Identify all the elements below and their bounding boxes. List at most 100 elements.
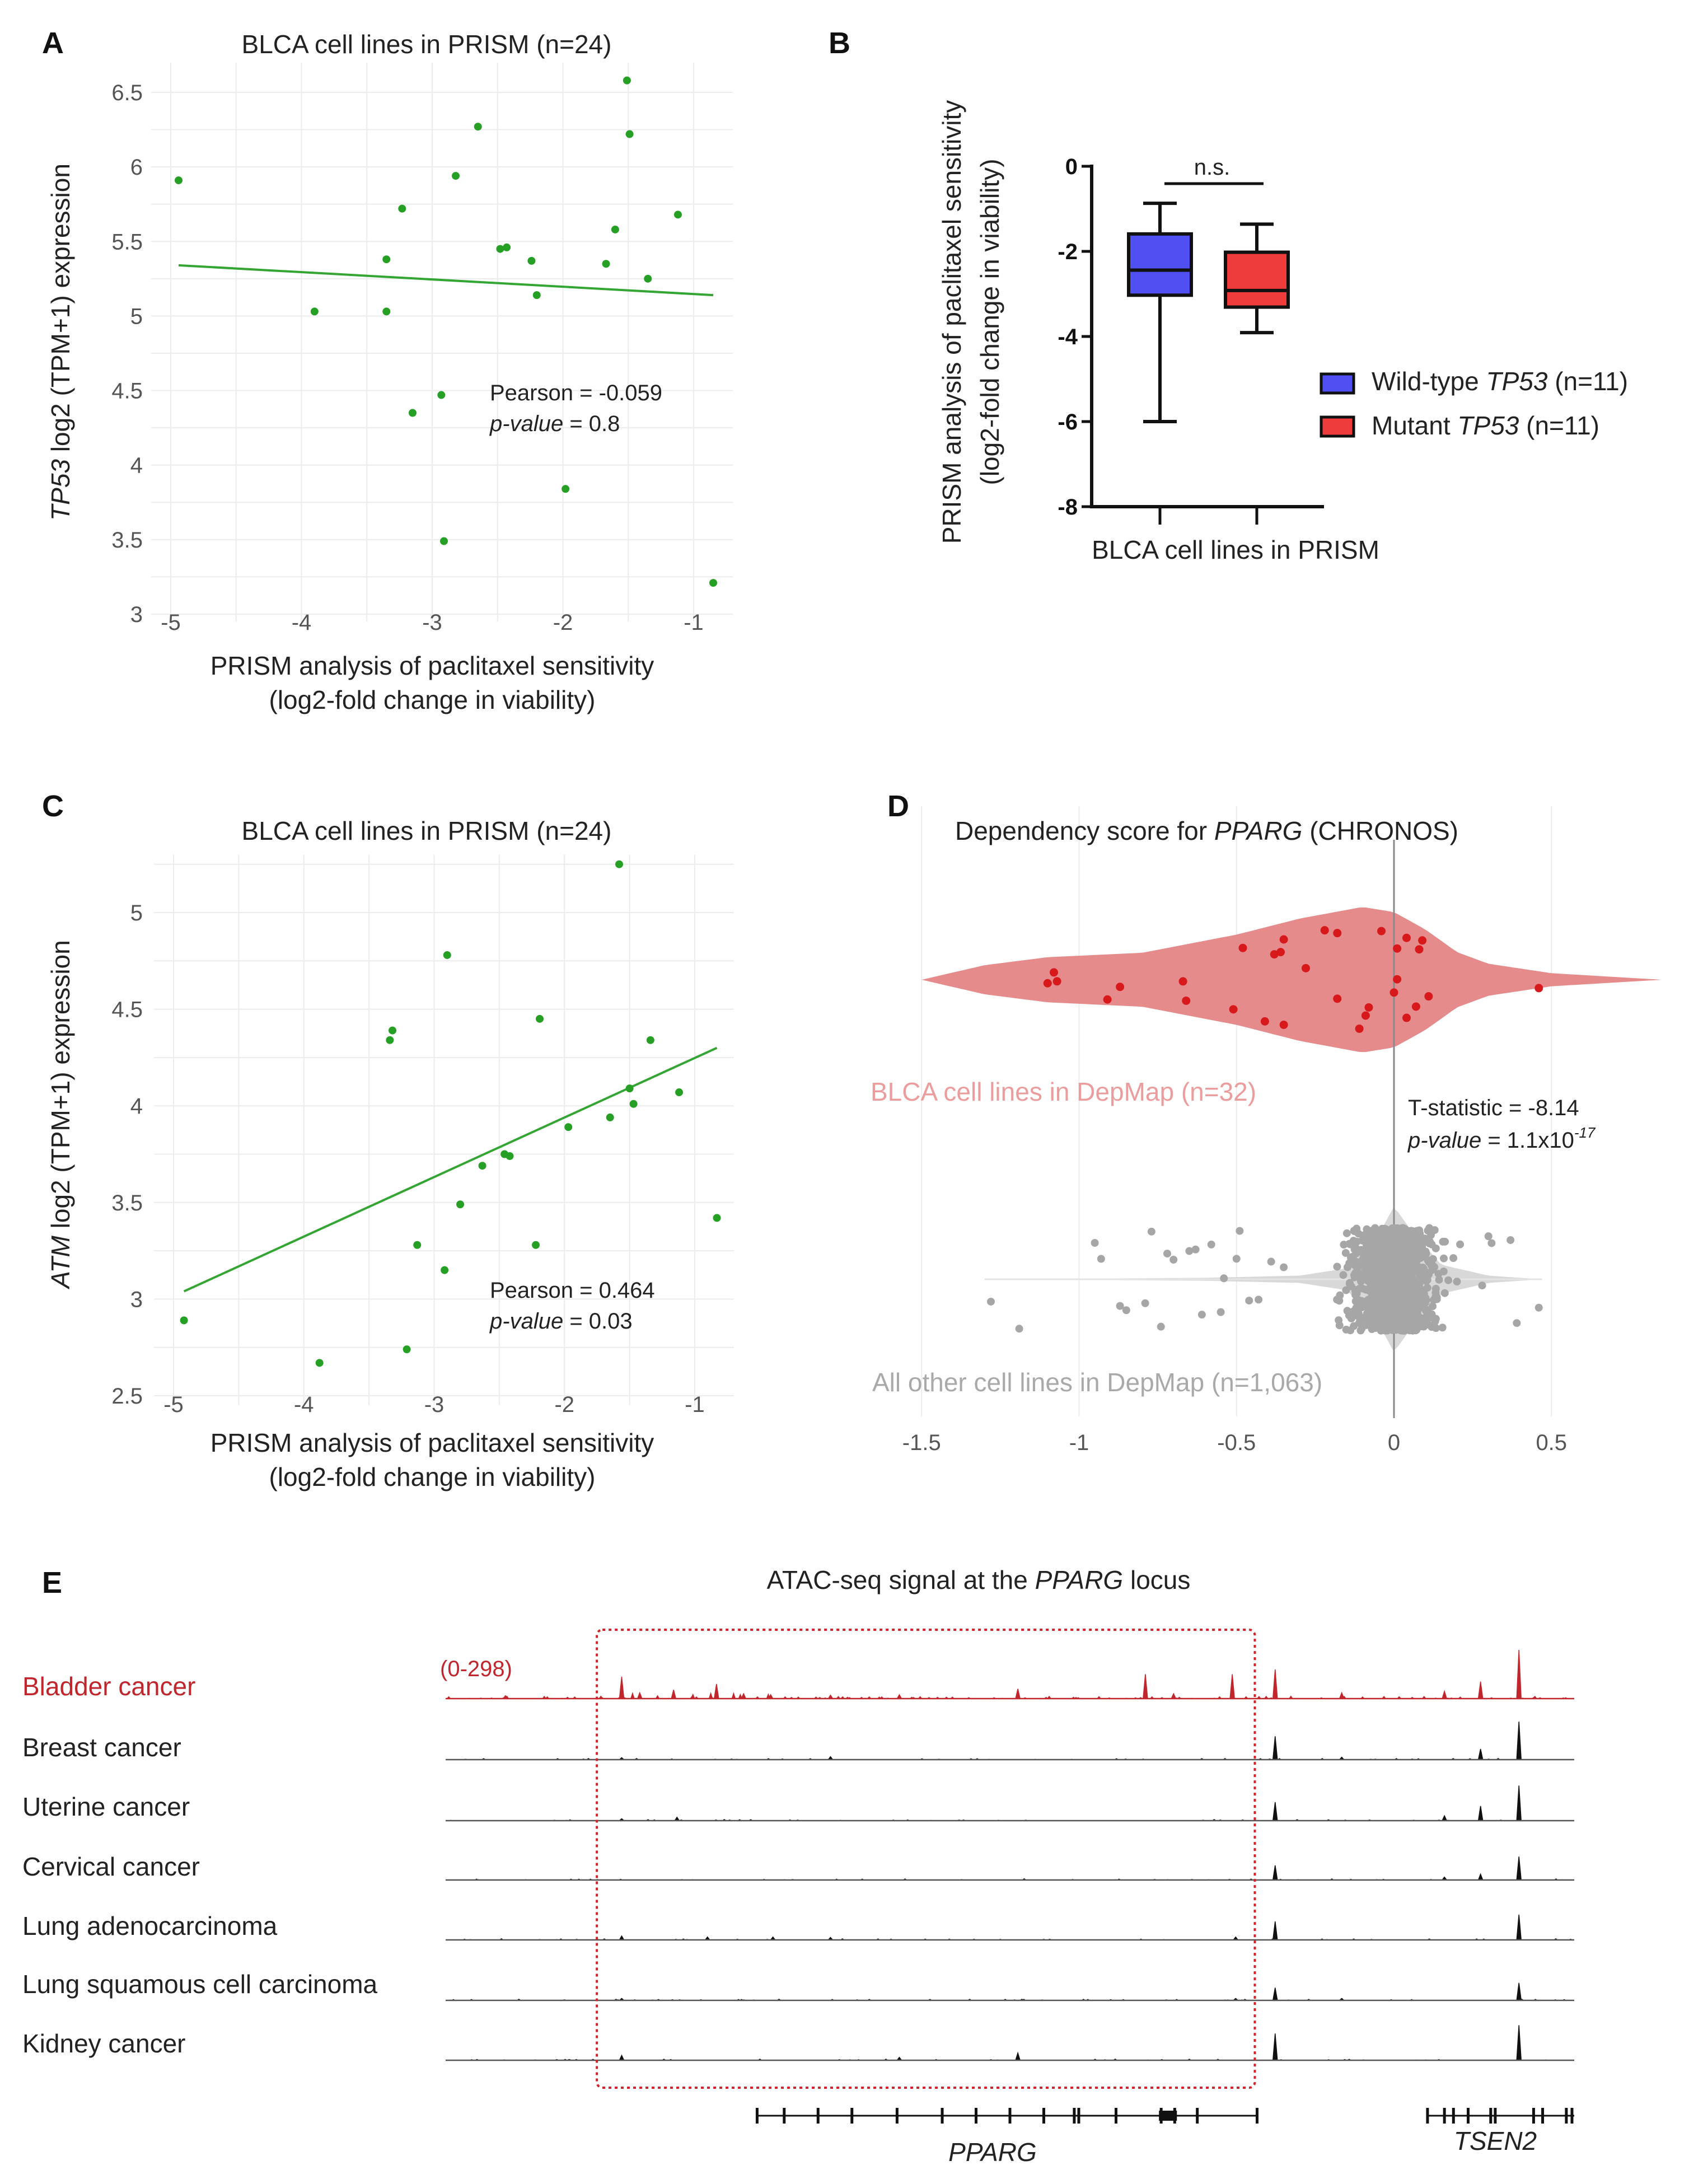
title-suffix: locus [1123,1565,1190,1594]
data-point-other [1376,1312,1384,1320]
data-point-other [1456,1240,1465,1248]
x-axis-label-line2: (log2-fold change in viability) [269,685,596,714]
legend-text: Wild-type [1372,367,1486,396]
gene-exon [1173,2108,1176,2124]
panel-e: E ATAC-seq signal at the PPARG locus (0-… [22,1565,1574,2167]
chart-title: Dependency score for PPARG (CHRONOS) [955,816,1458,845]
data-point-other [1015,1325,1023,1333]
y-axis-label: TP53 log2 (TPM+1) expression [46,163,75,521]
data-point-other [1395,1250,1403,1258]
y-tick-label: 3.5 [111,528,143,553]
y-tick-label: -6 [1058,410,1078,434]
data-point [180,1316,188,1325]
gene-exon [1008,2108,1012,2124]
violin-blca [921,907,1662,1053]
data-point-other [1423,1284,1431,1292]
panel-label: C [42,789,64,823]
y-tick-label: 4 [130,453,143,478]
data-point-blca [1393,975,1402,984]
chart-title: BLCA cell lines in PRISM (n=24) [242,30,612,59]
panel-d: D -1.5 -1 -0.5 0 0.5 Dependency score for PP… [871,789,1662,1455]
pvalue-annotation: p-value = 0.8 [489,411,620,436]
data-point-blca [1418,936,1427,945]
data-point-other [1428,1310,1436,1318]
atac-signal-track [446,1982,1574,2001]
legend-gene: TP53 [1486,367,1547,396]
data-point-other [1355,1269,1363,1277]
atac-signal-track [446,1722,1574,1760]
data-point-other [1393,1301,1401,1310]
data-point-other [1379,1254,1388,1262]
data-point-other [1403,1302,1411,1310]
x-tick-label: -1.5 [902,1430,941,1455]
pvalue-annotation: p-value = 1.1x10-17 [1407,1124,1596,1153]
data-point-other [1428,1228,1436,1237]
data-point-blca [1355,1024,1364,1033]
data-point-other [1372,1270,1381,1279]
data-point [623,76,631,85]
data-point-other [1418,1240,1426,1248]
x-tick-label: 0 [1388,1430,1400,1455]
data-point [625,1084,634,1093]
data-point-other [1398,1224,1406,1232]
data-point-other [1402,1289,1411,1298]
x-tick-label: -2 [554,1392,574,1417]
data-point-blca [1333,929,1342,938]
data-point-other [1341,1249,1350,1257]
data-point-blca [1377,927,1386,936]
regression-line [178,264,714,297]
data-point-other [1421,1251,1429,1260]
data-point [315,1359,324,1367]
data-point-other [1141,1299,1149,1307]
panel-label: A [42,26,64,60]
legend-swatch-wild-type [1320,372,1355,395]
data-point-blca [1276,948,1285,957]
data-point [398,204,406,213]
legend-label-mutant: Mutant TP53 (n=11) [1372,411,1599,440]
pvalue-label: p-value [489,1309,563,1334]
gene-exon [1532,2108,1535,2124]
data-point-other [1369,1279,1378,1288]
track-label: Cervical cancer [22,1852,200,1881]
x-tick-label: -3 [424,1392,445,1417]
data-point [673,211,682,219]
data-point [452,172,460,180]
data-point-blca [1389,988,1398,997]
atac-signal-track [446,1856,1574,1881]
data-point-other [1402,1315,1411,1323]
track-label: Lung adenocarcinoma [22,1911,278,1940]
gene-label: PPARG [948,2138,1037,2167]
y-tick-label: 6 [130,155,143,180]
data-point-other [1122,1306,1130,1315]
legend-gene: TP53 [1457,411,1519,440]
data-point-other [1416,1321,1425,1330]
chart-title: ATAC-seq signal at the PPARG locus [767,1565,1191,1594]
data-point-other [1365,1270,1373,1278]
data-point-other [1429,1255,1437,1263]
data-point [456,1200,465,1209]
data-point-other [1431,1284,1440,1293]
data-point-blca [1229,1005,1238,1014]
y-axis-label-line1: PRISM analysis of paclitaxel sensitivity [937,100,966,544]
data-point [625,130,634,138]
data-point-other [1381,1287,1389,1296]
gene-exon [1196,2108,1199,2124]
data-point-blca [1238,943,1247,952]
gene-exon [1443,2108,1446,2124]
data-point-other [1417,1302,1425,1310]
data-point [629,1100,638,1108]
data-point-other [1333,1262,1341,1271]
gene-exon [1466,2108,1470,2124]
data-point-other [1220,1274,1228,1283]
pvalue-label: p-value [489,411,563,436]
gene-exon [1494,2108,1497,2124]
data-point-blca [1364,1003,1373,1012]
y-tick-label: 4 [130,1094,143,1119]
data-point-blca [1302,964,1310,972]
data-point-other [1395,1281,1403,1289]
data-point [536,1014,544,1023]
data-point [611,225,619,233]
data-point [709,579,718,587]
data-point-other [1390,1317,1398,1326]
y-tick-label: 3 [130,602,143,627]
